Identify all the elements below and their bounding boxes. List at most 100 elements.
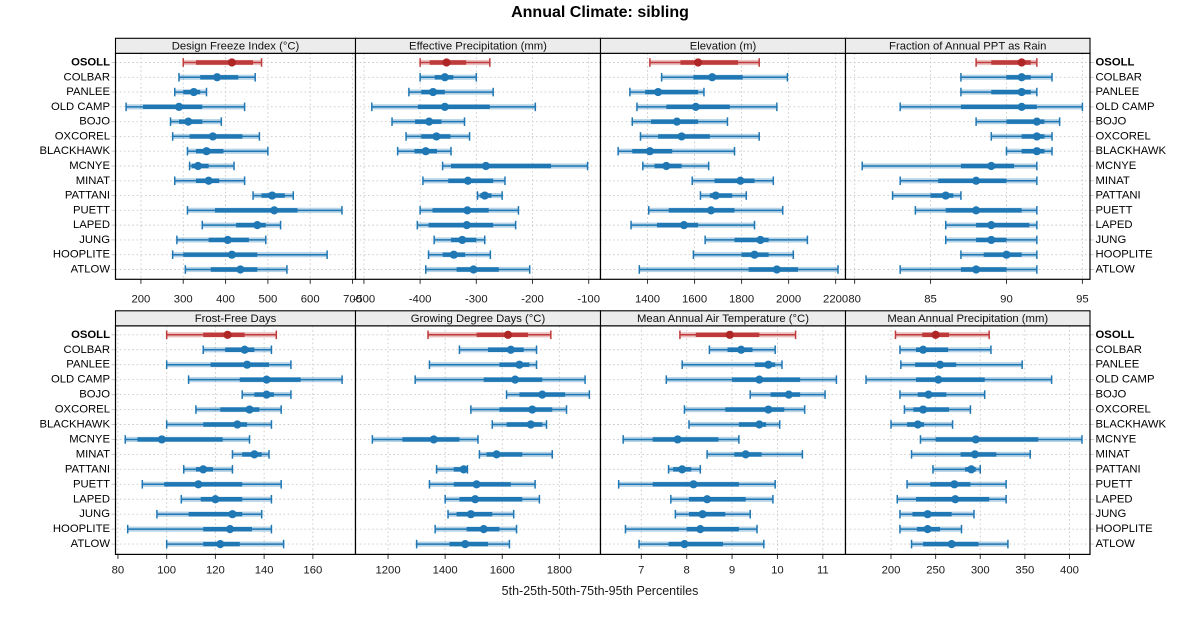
panel-growing-degree-days-c: 1200 1400 1600 1800 Growing Degree Days (°C) xyxy=(354,310,602,577)
percentile-row-pattani xyxy=(476,191,503,200)
median-dot xyxy=(696,525,705,534)
median-dot xyxy=(262,390,271,399)
median-dot xyxy=(481,161,490,171)
median-dot xyxy=(764,360,773,369)
panel-mean-annual-air-temperature-c: 7 8 9 10 11 Mean Annual Air Temperature (°C) xyxy=(599,310,847,577)
median-dot xyxy=(691,102,700,111)
percentile-row-old-camp xyxy=(414,375,586,384)
axis-tick-label: 90 xyxy=(1000,294,1013,306)
median-dot xyxy=(680,540,689,549)
percentile-row-puett xyxy=(428,480,536,489)
median-dot xyxy=(472,480,481,489)
station-label-right-bojo-band0: BOJO xyxy=(1096,116,1127,128)
median-dot xyxy=(223,235,232,245)
percentile-row-minat xyxy=(899,176,1038,186)
percentile-row-atlow xyxy=(899,265,1038,274)
axis-tick-label: 500 xyxy=(258,294,277,306)
station-label-right-hooplite-band0: HOOPLITE xyxy=(1096,249,1154,261)
percentile-row-osoll xyxy=(165,330,278,340)
median-dot xyxy=(225,525,235,534)
percentile-row-oxcorel xyxy=(470,405,568,414)
percentile-row-pattani xyxy=(699,191,748,200)
median-dot xyxy=(250,450,259,459)
panel-strip-title: Growing Degree Days (°C) xyxy=(411,313,546,325)
median-dot xyxy=(242,360,252,369)
median-dot xyxy=(987,235,996,245)
percentile-row-laped xyxy=(416,220,517,230)
median-dot xyxy=(471,495,480,504)
axis-tick-label: 9 xyxy=(729,565,735,577)
panel-fraction-of-annual-ppt-as-rain: 80 85 90 95 Fraction of Annual PPT as Rain xyxy=(844,37,1091,306)
station-label-right-hooplite-band1: HOOPLITE xyxy=(1096,523,1154,535)
percentile-row-puett xyxy=(914,206,1038,215)
median-dot xyxy=(157,435,166,444)
median-dot xyxy=(736,176,745,185)
median-dot xyxy=(233,420,242,429)
panel-strip-title: Fraction of Annual PPT as Rain xyxy=(889,41,1046,53)
median-dot xyxy=(199,465,208,474)
station-label-right-panlee-band1: PANLEE xyxy=(1096,359,1140,371)
station-label-left-colbar-band1: COLBAR xyxy=(64,344,110,356)
median-dot xyxy=(236,265,245,274)
percentile-row-pattani xyxy=(667,465,702,474)
percentile-row-minat xyxy=(174,176,246,186)
percentile-row-jung xyxy=(433,235,486,245)
panel-strip-title: Elevation (m) xyxy=(690,41,757,53)
axis-tick-label: 95 xyxy=(1076,294,1089,306)
median-dot xyxy=(463,206,472,215)
median-dot xyxy=(216,540,225,549)
percentile-row-colbar xyxy=(708,345,776,355)
axis-tick-label: 1400 xyxy=(433,565,458,577)
median-dot xyxy=(223,330,232,339)
percentile-row-laped xyxy=(630,220,756,230)
percentile-row-laped xyxy=(444,494,541,504)
axis-tick-label: 7 xyxy=(638,565,644,577)
percentile-row-oxcorel xyxy=(683,405,806,414)
station-label-right-pattani-band1: PATTANI xyxy=(1096,463,1141,475)
median-dot xyxy=(240,345,249,354)
station-label-left-atlow-band1: ATLOW xyxy=(71,538,111,550)
percentile-row-laped xyxy=(896,494,1007,504)
station-label-right-old-camp-band1: OLD CAMP xyxy=(1096,374,1155,386)
percentile-row-osoll xyxy=(975,58,1038,67)
percentile-row-bojo xyxy=(749,390,826,399)
median-dot xyxy=(941,191,950,200)
percentile-row-blackhawk xyxy=(617,146,736,156)
median-dot xyxy=(268,191,277,200)
percentile-row-old-camp xyxy=(187,375,343,384)
axis-tick-label: 1800 xyxy=(729,294,754,306)
percentile-row-jung xyxy=(447,509,515,519)
station-label-left-colbar-band0: COLBAR xyxy=(64,71,110,83)
percentile-row-old-camp xyxy=(665,375,838,384)
percentile-row-bojo xyxy=(631,117,729,126)
percentile-row-minat xyxy=(910,450,1031,459)
median-dot xyxy=(972,265,981,274)
median-dot xyxy=(678,465,687,474)
median-dot xyxy=(947,540,956,549)
axis-tick-label: 1800 xyxy=(547,565,572,577)
percentile-row-osoll xyxy=(182,58,263,67)
station-label-left-bojo-band0: BOJO xyxy=(79,116,110,128)
median-dot xyxy=(970,450,979,459)
axis-tick-label: 1600 xyxy=(682,294,707,306)
station-label-right-minat-band1: MINAT xyxy=(1096,448,1130,460)
median-dot xyxy=(1017,87,1026,97)
median-dot xyxy=(784,390,793,399)
median-dot xyxy=(950,480,959,489)
axis-tick-label: 1600 xyxy=(490,565,515,577)
percentile-row-blackhawk xyxy=(688,420,781,429)
axis-tick-label: 8 xyxy=(684,565,690,577)
axis-tick-label: 400 xyxy=(1060,565,1079,577)
median-dot xyxy=(506,345,515,354)
percentile-row-jung xyxy=(156,509,263,519)
percentile-row-oxcorel xyxy=(990,132,1053,141)
axis-tick-label: 700 xyxy=(343,294,362,306)
station-label-left-laped-band0: LAPED xyxy=(73,219,110,231)
percentile-row-old-camp xyxy=(865,375,1053,384)
station-label-right-laped-band0: LAPED xyxy=(1096,219,1133,231)
median-dot xyxy=(677,132,686,141)
percentile-row-pattani xyxy=(182,465,234,474)
percentile-row-mcnye xyxy=(188,161,235,171)
median-dot xyxy=(931,330,940,339)
median-dot xyxy=(184,117,193,126)
